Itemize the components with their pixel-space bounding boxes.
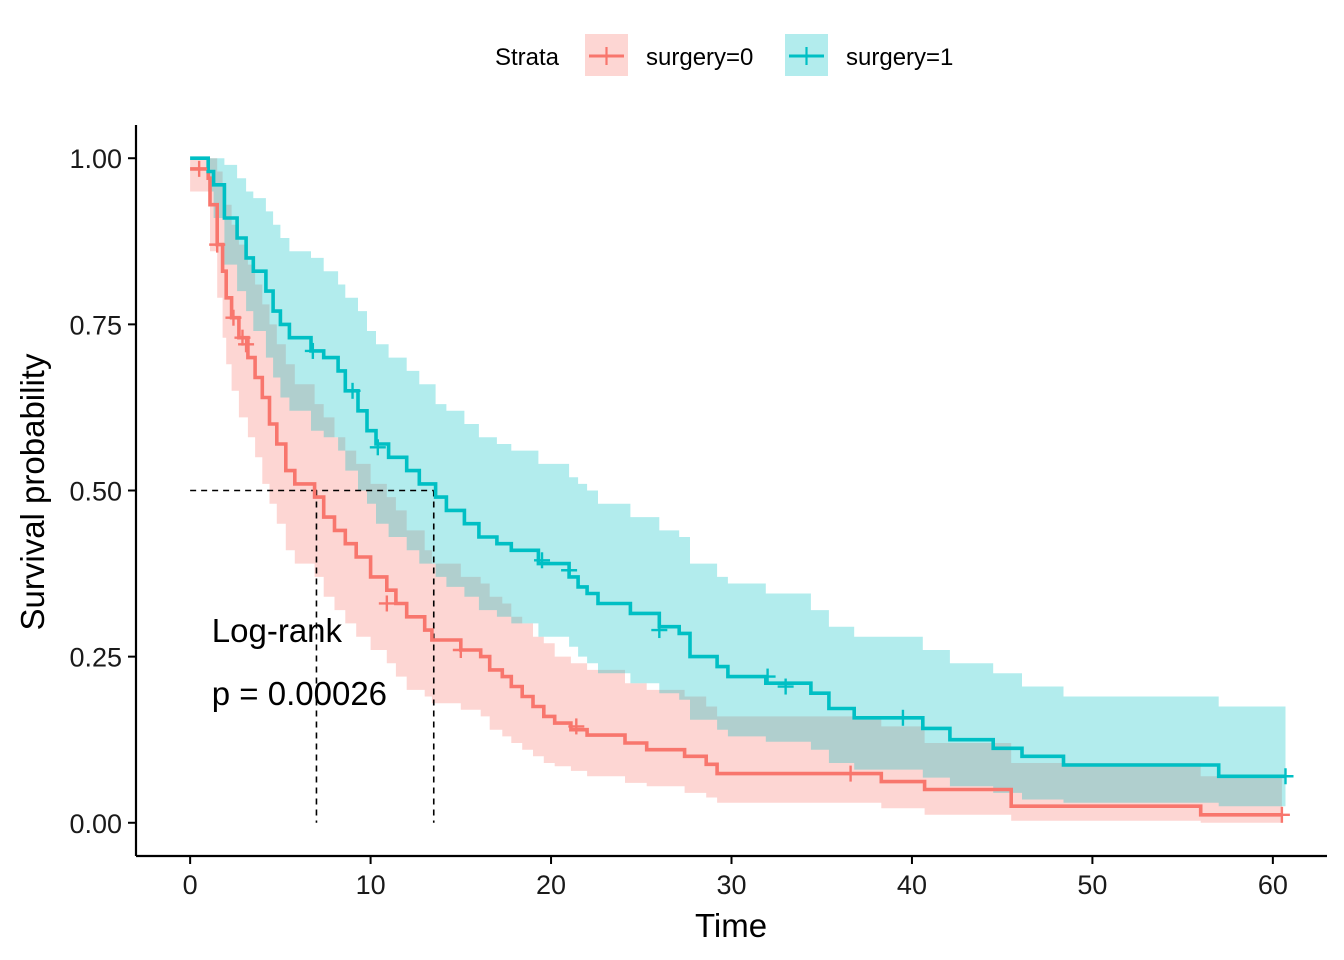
censor-mark-series-1: [759, 668, 776, 685]
censor-marks: [191, 160, 1294, 823]
censor-mark-series-0: [225, 309, 242, 326]
censor-mark-series-0: [238, 336, 255, 353]
y-tick-label: 1.00: [69, 144, 122, 174]
x-tick-label: 40: [897, 870, 927, 900]
censor-mark-series-0: [452, 641, 469, 658]
censor-mark-series-1: [534, 552, 551, 569]
logrank-label: Log-rank: [212, 612, 343, 649]
confidence-bands: [190, 158, 1286, 823]
censor-mark-series-0: [191, 160, 208, 177]
censor-mark-series-1: [561, 562, 578, 579]
confidence-band-series-0: [190, 158, 1282, 823]
censor-mark-series-0: [1273, 806, 1290, 823]
censor-mark-series-0: [209, 236, 226, 253]
censor-mark-series-1: [777, 678, 794, 695]
y-tick-label: 0.00: [69, 809, 122, 839]
legend-title: Strata: [495, 44, 560, 71]
x-axis-title: Time: [695, 907, 767, 944]
p-value-label: p = 0.00026: [212, 675, 387, 712]
y-axis-title: Survival probability: [14, 353, 51, 630]
censor-mark-series-1: [344, 382, 361, 399]
censor-mark-series-1: [1277, 768, 1294, 785]
censor-mark-series-0: [568, 718, 585, 735]
x-tick-label: 0: [183, 870, 198, 900]
y-tick-label: 0.50: [69, 477, 122, 507]
tick-labels: 0 10 20 30 40 50 60 0.00 0.25 0.50 0.75 1.00: [69, 144, 1287, 900]
legend-label-surgery1: surgery=1: [846, 44, 953, 71]
x-tick-label: 30: [716, 870, 746, 900]
censor-mark-series-1: [894, 709, 911, 726]
survival-curve-series-0: [190, 167, 1282, 817]
x-tick-label: 20: [536, 870, 566, 900]
censor-mark-series-0: [378, 595, 395, 612]
censor-mark-series-1: [369, 439, 386, 456]
x-tick-label: 50: [1077, 870, 1107, 900]
legend: Strata surgery=0 surgery=1: [495, 34, 953, 76]
censor-mark-series-0: [234, 329, 251, 346]
legend-key-surgery1: [785, 34, 828, 76]
median-lines: [190, 489, 435, 823]
axes: [128, 125, 1327, 864]
survival-curves: [190, 156, 1286, 817]
legend-label-surgery0: surgery=0: [646, 44, 753, 71]
censor-mark-series-0: [842, 765, 859, 782]
x-tick-label: 10: [356, 870, 386, 900]
censor-mark-series-1: [304, 342, 321, 359]
y-tick-label: 0.25: [69, 643, 122, 673]
legend-key-surgery0: [585, 34, 628, 76]
censor-mark-series-1: [651, 622, 668, 639]
survival-curve-series-1: [190, 156, 1286, 779]
x-tick-label: 60: [1258, 870, 1288, 900]
y-tick-label: 0.75: [69, 310, 122, 340]
